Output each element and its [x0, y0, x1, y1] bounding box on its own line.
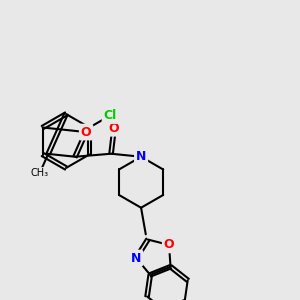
Text: CH₃: CH₃	[31, 168, 49, 178]
Text: O: O	[164, 238, 174, 251]
Text: Cl: Cl	[103, 109, 117, 122]
Text: N: N	[136, 150, 146, 163]
Text: N: N	[131, 252, 141, 265]
Text: O: O	[109, 122, 119, 135]
Text: O: O	[81, 126, 92, 139]
